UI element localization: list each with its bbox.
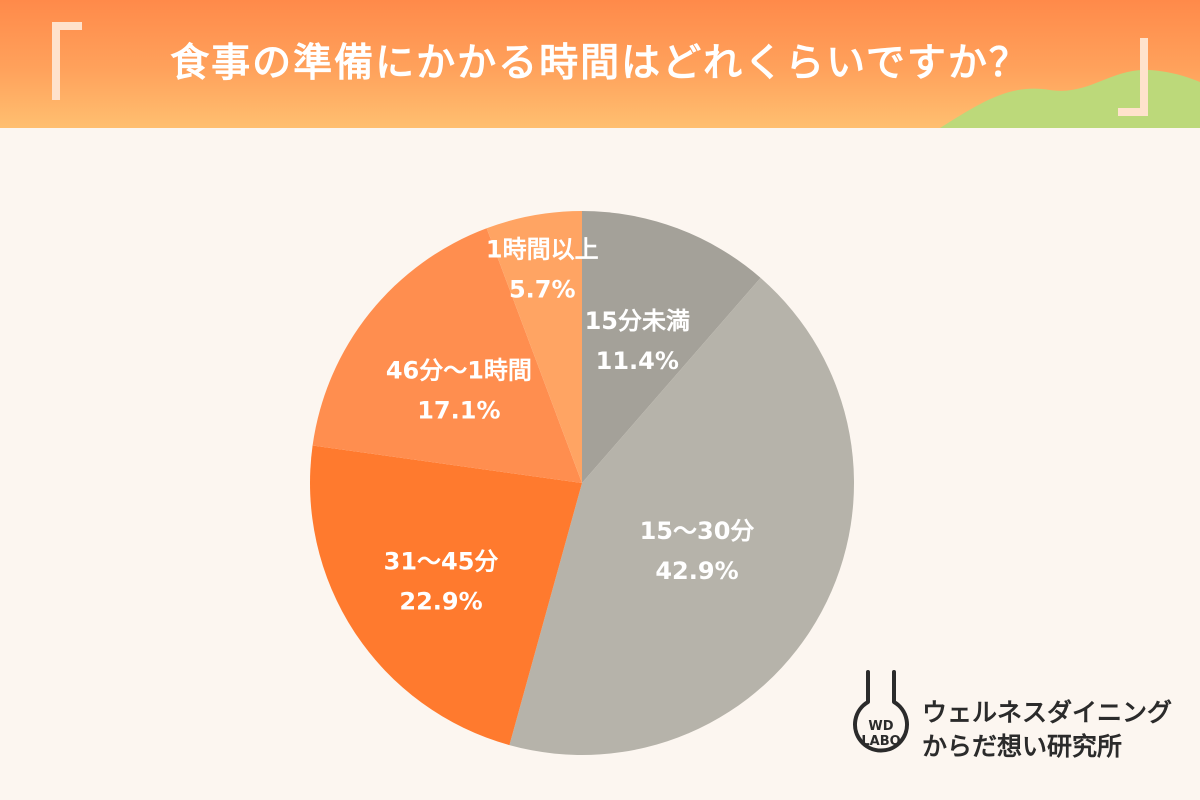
slice-value-label: 17.1% [417, 396, 500, 424]
logo-text: ウェルネスダイニング からだ想い研究所 [922, 696, 1172, 764]
slice-category-label: 15〜30分 [640, 517, 755, 545]
slice-value-label: 5.7% [509, 276, 576, 304]
pie-slice [582, 211, 761, 483]
logo-mark-line1: WD [868, 719, 893, 734]
slice-category-label: 1時間以上 [486, 236, 599, 264]
pie-slice [312, 228, 582, 483]
flask-logo-icon: WD LABO [853, 670, 909, 753]
logo-mark-line2: LABO [861, 734, 900, 749]
slice-category-label: 46分〜1時間 [386, 356, 532, 384]
pie-slice [486, 211, 582, 483]
slice-value-label: 42.9% [655, 557, 738, 585]
close-bracket-decoration [1118, 38, 1148, 116]
slice-category-label: 15分未満 [585, 307, 690, 335]
brand-logo: WD LABO ウェルネスダイニング からだ想い研究所 [846, 668, 1176, 788]
pie-slices [309, 211, 854, 755]
logo-name-line2: からだ想い研究所 [922, 732, 1123, 761]
pie-slice [509, 277, 854, 755]
title-banner: 食事の準備にかかる時間はどれくらいですか？ [0, 0, 1200, 128]
slice-category-label: 31〜45分 [384, 548, 499, 576]
pie-labels: 15分未満 11.4% 15〜30分 42.9% 31〜45分 22.9% 46分〜1時間 1… [384, 236, 755, 616]
logo-name-line1: ウェルネスダイニング [922, 698, 1173, 727]
pie-slice [309, 445, 582, 746]
open-bracket-decoration [52, 22, 82, 100]
slice-value-label: 22.9% [399, 588, 482, 616]
slice-value-label: 11.4% [596, 347, 679, 375]
chart-title: 食事の準備にかかる時間はどれくらいですか？ [170, 41, 1030, 86]
